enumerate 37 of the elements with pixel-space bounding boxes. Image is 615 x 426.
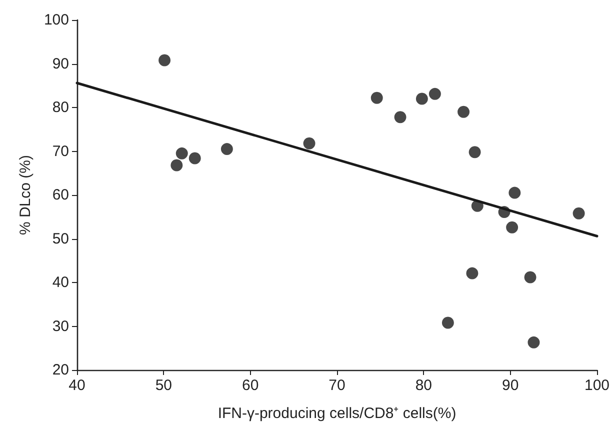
point bbox=[428, 88, 441, 100]
point bbox=[158, 54, 171, 66]
point bbox=[572, 207, 585, 220]
y-axis-title: % DLco (%) bbox=[17, 154, 34, 236]
x-tick-label: 70 bbox=[328, 377, 346, 394]
point bbox=[394, 111, 406, 124]
x-tick-label: 100 bbox=[584, 377, 610, 394]
point bbox=[416, 92, 428, 105]
y-tick-label: 20 bbox=[52, 362, 69, 378]
y-tick-label: 90 bbox=[52, 55, 69, 72]
point bbox=[176, 147, 188, 160]
point bbox=[188, 152, 201, 164]
point bbox=[508, 186, 521, 199]
point bbox=[220, 143, 233, 156]
y-tick-label: 80 bbox=[52, 99, 69, 116]
x-tick-label: 50 bbox=[155, 377, 172, 394]
y-tick-label: 30 bbox=[52, 318, 69, 335]
point bbox=[303, 137, 316, 150]
point bbox=[466, 267, 478, 280]
y-tick-label: 60 bbox=[52, 186, 69, 204]
point bbox=[524, 271, 536, 284]
point bbox=[458, 106, 470, 118]
x-axis-title: IFN-γ-producing cells/CD8⁺ cells(%) bbox=[218, 405, 456, 422]
point bbox=[370, 92, 383, 104]
x-tick-label: 90 bbox=[502, 377, 519, 394]
point bbox=[442, 316, 454, 329]
y-tick-label: 70 bbox=[52, 142, 69, 160]
y-tick-label: 40 bbox=[52, 274, 69, 291]
point bbox=[528, 336, 540, 348]
x-tick-label: 80 bbox=[415, 377, 432, 394]
point bbox=[468, 146, 481, 158]
y-tick-label: 50 bbox=[52, 230, 69, 248]
y-tick-label: 100 bbox=[44, 12, 69, 28]
point bbox=[170, 159, 183, 172]
point bbox=[506, 221, 518, 234]
x-tick-label: 60 bbox=[242, 377, 259, 394]
x-tick-label: 40 bbox=[68, 377, 86, 394]
